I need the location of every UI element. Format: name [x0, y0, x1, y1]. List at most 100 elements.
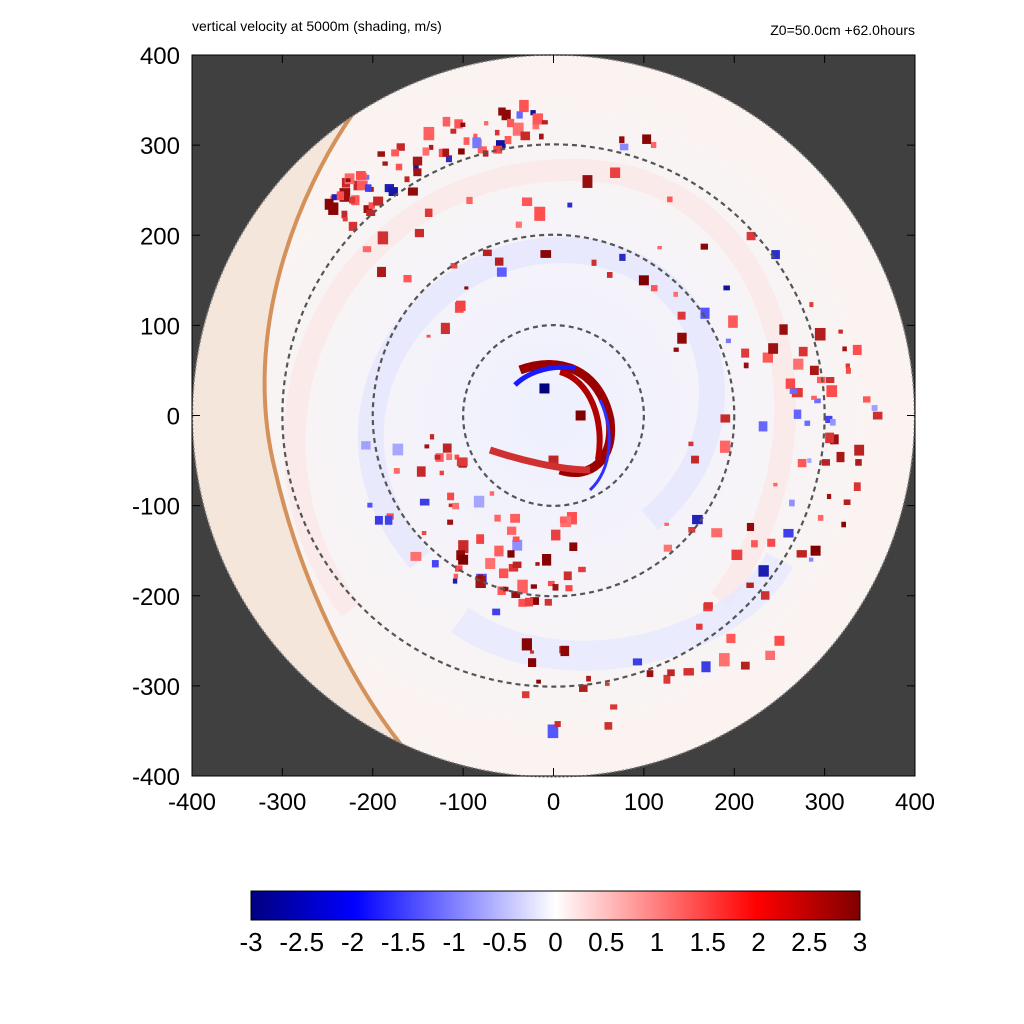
velocity-cell: [610, 167, 621, 178]
velocity-cell: [663, 544, 673, 552]
velocity-cell: [604, 722, 613, 730]
velocity-cell: [503, 586, 509, 592]
velocity-cell: [774, 635, 785, 646]
velocity-cell: [797, 458, 807, 468]
velocity-cell: [493, 145, 503, 154]
velocity-cell: [586, 675, 591, 682]
velocity-cell: [448, 503, 454, 508]
colorbar-tick-label: -3: [239, 927, 262, 957]
velocity-cell: [494, 514, 501, 522]
velocity-cell: [341, 210, 348, 219]
x-tick-label: -400: [168, 789, 216, 816]
swirl-band: [283, 158, 797, 617]
velocity-cell: [646, 670, 654, 678]
velocity-cell: [424, 444, 430, 449]
velocity-cell: [458, 554, 469, 565]
velocity-cell: [512, 122, 524, 136]
velocity-cell: [431, 560, 439, 568]
velocity-cell: [809, 302, 814, 308]
velocity-cell: [821, 459, 830, 466]
velocity-cell: [534, 206, 546, 221]
chart-title: vertical velocity at 5000m (shading, m/s…: [192, 18, 442, 34]
y-tick-label: -400: [132, 764, 180, 791]
velocity-cell: [447, 519, 454, 525]
velocity-cell: [532, 113, 544, 125]
velocity-cell: [657, 245, 662, 250]
velocity-cell: [566, 512, 577, 525]
y-tick-label: 200: [140, 223, 180, 250]
velocity-cell: [529, 650, 535, 654]
velocity-cell: [746, 582, 754, 588]
velocity-cell: [456, 457, 468, 467]
velocity-cell: [604, 682, 610, 686]
velocity-cell: [424, 208, 433, 218]
velocity-cell: [419, 498, 430, 506]
velocity-cell: [688, 526, 696, 533]
swirl-band: [357, 236, 726, 569]
velocity-cell: [452, 502, 460, 510]
velocity-cell: [807, 458, 812, 464]
eyewall-downdraft: [513, 364, 576, 387]
velocity-cell: [798, 346, 808, 357]
velocity-cell: [814, 327, 826, 341]
velocity-cell: [434, 454, 441, 460]
velocity-cell: [779, 324, 788, 335]
velocity-cell: [825, 377, 835, 384]
velocity-cell: [758, 565, 769, 577]
velocity-cell: [452, 578, 458, 584]
velocity-cell: [536, 679, 541, 684]
velocity-cell: [559, 517, 567, 524]
y-tick-label: 100: [140, 313, 180, 340]
velocity-cell: [454, 454, 460, 460]
velocity-cell: [428, 144, 434, 150]
velocity-cell: [501, 109, 511, 121]
velocity-cell: [477, 146, 487, 154]
velocity-cell: [547, 724, 559, 739]
velocity-cell: [642, 134, 652, 144]
velocity-cell: [494, 257, 504, 266]
colorbar-tick-label: 0: [548, 927, 562, 957]
velocity-cell: [528, 658, 537, 668]
velocity-cells: [324, 99, 883, 739]
velocity-cell: [521, 197, 533, 207]
velocity-cell: [785, 378, 796, 389]
velocity-cell: [700, 307, 710, 319]
velocity-cell: [489, 491, 495, 496]
velocity-cell: [512, 561, 522, 568]
colorbar-tick-label: 1: [650, 927, 664, 957]
colorbar-tick-label: -0.5: [482, 927, 527, 957]
velocity-cell: [701, 661, 711, 673]
colorbar-tick-label: -2: [341, 927, 364, 957]
velocity-cell: [357, 180, 368, 191]
velocity-cell: [569, 542, 578, 552]
velocity-cell: [842, 346, 847, 352]
x-tick-label: -100: [439, 789, 487, 816]
velocity-cell: [811, 395, 817, 400]
y-tick-label: 300: [140, 133, 180, 160]
velocity-cell: [789, 388, 798, 394]
velocity-cell: [339, 188, 351, 202]
velocity-cell: [453, 573, 459, 579]
colorbar-tick-label: -1: [442, 927, 465, 957]
velocity-cell: [650, 285, 658, 292]
velocity-cell: [538, 133, 544, 140]
velocity-cell: [450, 263, 458, 269]
velocity-cell: [532, 122, 540, 130]
velocity-cell: [423, 126, 435, 141]
velocity-cell: [771, 250, 780, 260]
velocity-cell: [535, 562, 540, 566]
velocity-cell: [579, 684, 588, 692]
velocity-cell: [551, 529, 561, 541]
velocity-cell: [723, 285, 730, 291]
velocity-cell: [741, 348, 750, 358]
y-tick-label: 0: [167, 404, 180, 431]
velocity-cell: [746, 231, 756, 241]
velocity-cell: [377, 266, 386, 278]
velocity-cell: [497, 586, 506, 596]
velocity-cell: [517, 579, 528, 594]
velocity-cell: [446, 453, 453, 461]
y-tick-label: -100: [132, 494, 180, 521]
x-tick-label: 400: [895, 789, 935, 816]
time-annotation: Z0=50.0cm +62.0hours: [770, 22, 915, 38]
